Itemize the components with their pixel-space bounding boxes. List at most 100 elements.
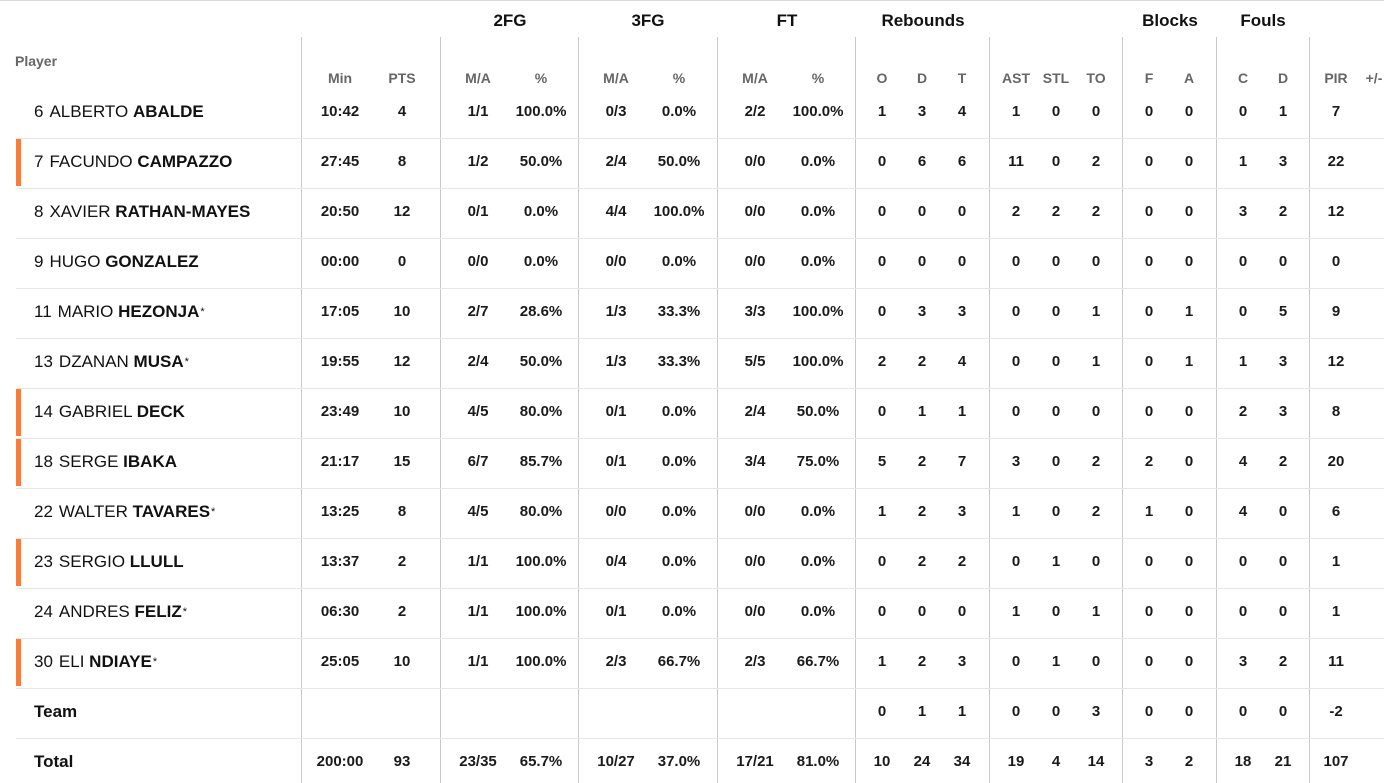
stat-cell-fg3p: 66.7%	[657, 653, 701, 670]
column-header[interactable]: %	[672, 70, 686, 86]
player-number: 7	[34, 152, 44, 171]
stat-cell-t: 7	[957, 453, 967, 470]
stat-cell-fg3: 1/3	[605, 303, 627, 320]
column-divider	[1216, 37, 1217, 783]
stat-cell-bf: 0	[1144, 203, 1154, 220]
player-last-name: LLULL	[129, 552, 184, 571]
stat-cell-fc: 4	[1238, 453, 1248, 470]
stat-cell-to: 2	[1091, 203, 1101, 220]
stat-cell-fg2: 1/1	[467, 603, 489, 620]
column-header[interactable]: T	[957, 70, 967, 86]
highlight-bar	[16, 138, 21, 186]
stat-cell-min: 27:45	[320, 153, 360, 170]
player-name-link[interactable]: 24 ANDRES FELIZ*	[34, 601, 187, 623]
player-name-link[interactable]: 23 SERGIO LLULL	[34, 551, 184, 573]
column-header[interactable]: +/-	[1365, 70, 1383, 86]
column-header[interactable]: PIR	[1324, 70, 1348, 86]
stat-cell-t: 3	[957, 653, 967, 670]
stat-cell-fc: 0	[1238, 553, 1248, 570]
stat-cell-ftp: 0.0%	[800, 603, 836, 620]
stat-cell-o: 1	[877, 103, 887, 120]
player-name-link[interactable]: 30 ELI NDIAYE*	[34, 651, 157, 673]
player-last-name: RATHAN-MAYES	[115, 202, 251, 221]
player-name-link[interactable]: 11 MARIO HEZONJA*	[34, 301, 205, 323]
column-header[interactable]: F	[1144, 70, 1154, 86]
stat-cell-bf: 0	[1144, 153, 1154, 170]
highlight-bar	[16, 388, 21, 436]
stat-cell-o: 2	[877, 353, 887, 370]
stat-cell-pir: 12	[1327, 203, 1345, 220]
column-header[interactable]: %	[534, 70, 548, 86]
stat-cell-o: 0	[877, 603, 887, 620]
player-name-link[interactable]: 14 GABRIEL DECK	[34, 401, 185, 423]
stat-cell-fg3p: 50.0%	[657, 153, 701, 170]
column-header[interactable]: M/A	[465, 70, 491, 86]
stat-cell-to: 0	[1091, 553, 1101, 570]
stat-cell-t: 1	[957, 403, 967, 420]
stat-cell-pts: 10	[393, 653, 411, 670]
player-name-link[interactable]: 18 SERGE IBAKA	[34, 451, 177, 473]
stat-cell-fg3p: 0.0%	[661, 603, 697, 620]
player-number: 30	[34, 652, 53, 671]
stat-cell-fg2: 2/4	[467, 353, 489, 370]
column-header[interactable]: A	[1183, 70, 1195, 86]
column-header[interactable]: PTS	[388, 70, 416, 86]
stat-cell-fg3p: 0.0%	[661, 553, 697, 570]
column-header[interactable]: D	[1277, 70, 1289, 86]
stat-cell-pts: 8	[397, 153, 407, 170]
column-header[interactable]: TO	[1086, 70, 1106, 86]
stat-cell-t: 0	[957, 603, 967, 620]
column-header[interactable]: Min	[327, 70, 353, 86]
stat-cell-pir: 22	[1327, 153, 1345, 170]
player-column-header[interactable]: Player	[15, 53, 58, 69]
stat-cell-ft: 3/4	[744, 453, 766, 470]
stat-cell-ft: 0/0	[744, 203, 766, 220]
stat-cell-fg3: 4/4	[605, 203, 627, 220]
player-name-link[interactable]: 9 HUGO GONZALEZ	[34, 251, 199, 273]
column-header[interactable]: M/A	[742, 70, 768, 86]
player-name-link[interactable]: 7 FACUNDO CAMPAZZO	[34, 151, 232, 173]
column-header[interactable]: M/A	[603, 70, 629, 86]
stat-cell-ba: 0	[1184, 453, 1194, 470]
player-first-name: XAVIER	[49, 202, 116, 221]
total-stat-fg3p: 37.0%	[657, 753, 701, 770]
total-stat-stl: 4	[1051, 753, 1061, 770]
column-header[interactable]: C	[1237, 70, 1249, 86]
team-stat-to: 3	[1091, 703, 1101, 720]
stat-cell-fc: 0	[1238, 103, 1248, 120]
stat-cell-d: 2	[917, 653, 927, 670]
stat-cell-ft: 2/2	[744, 103, 766, 120]
player-name-link[interactable]: 8 XAVIER RATHAN-MAYES	[34, 201, 250, 223]
column-divider	[855, 37, 856, 783]
total-stat-ftp: 81.0%	[796, 753, 840, 770]
stat-cell-pts: 10	[393, 303, 411, 320]
column-header[interactable]: D	[916, 70, 928, 86]
team-stat-bf: 0	[1144, 703, 1154, 720]
column-header[interactable]: O	[876, 70, 888, 86]
stat-cell-pts: 8	[397, 503, 407, 520]
stat-cell-ftp: 66.7%	[796, 653, 840, 670]
row-divider	[16, 488, 1384, 489]
stat-cell-fg2: 2/7	[467, 303, 489, 320]
player-last-name: CAMPAZZO	[137, 152, 233, 171]
stat-cell-pir: 8	[1331, 403, 1341, 420]
stat-cell-fg2: 0/1	[467, 203, 489, 220]
column-header[interactable]: %	[811, 70, 825, 86]
player-name-link[interactable]: 22 WALTER TAVARES*	[34, 501, 215, 523]
player-number: 9	[34, 252, 44, 271]
player-name-link[interactable]: 6 ALBERTO ABALDE	[34, 101, 204, 123]
stat-cell-fd: 0	[1278, 503, 1288, 520]
stat-cell-stl: 1	[1051, 653, 1061, 670]
stat-cell-to: 0	[1091, 403, 1101, 420]
player-last-name: NDIAYE	[89, 652, 152, 671]
player-first-name: ELI	[58, 652, 90, 671]
stat-cell-ast: 1	[1011, 103, 1021, 120]
stat-cell-fg3p: 0.0%	[661, 453, 697, 470]
column-header[interactable]: STL	[1042, 70, 1070, 86]
stat-cell-ba: 0	[1184, 253, 1194, 270]
player-name-link[interactable]: 13 DZANAN MUSA*	[34, 351, 189, 373]
stat-cell-bf: 0	[1144, 553, 1154, 570]
column-header[interactable]: AST	[1002, 70, 1030, 86]
player-last-name: ABALDE	[132, 102, 204, 121]
total-stat-to: 14	[1087, 753, 1105, 770]
